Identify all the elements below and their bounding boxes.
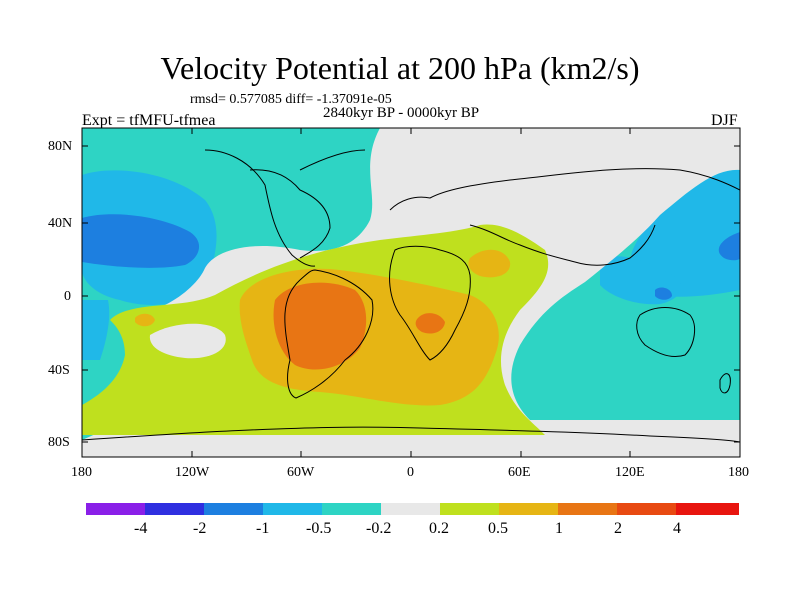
colorbar-swatch-2	[145, 503, 204, 515]
colorbar-swatch-6	[381, 503, 440, 515]
period-label: 2840kyr BP - 0000kyr BP	[323, 105, 480, 121]
field-neg-core-maritime	[655, 287, 672, 300]
lat-label-equator: 0	[64, 289, 71, 304]
colorbar-label: 0.5	[488, 520, 508, 537]
field-pos-high-america	[273, 282, 367, 370]
colorbar-swatch-11	[676, 503, 739, 515]
coast-africa	[389, 245, 471, 361]
field-neg-core-west	[718, 232, 740, 261]
colorbar-swatch-5	[322, 503, 381, 515]
coast-greenland-south	[299, 149, 366, 171]
colorbar-label: -0.5	[306, 520, 332, 537]
coast-south-america	[284, 269, 374, 399]
season-label: DJF	[711, 112, 738, 129]
colorbar-label: -1	[256, 520, 270, 537]
colorbar-label: -0.2	[366, 520, 392, 537]
colorbar-swatch-3	[204, 503, 263, 515]
field-neg-core-east	[82, 214, 200, 268]
field-pos-high-africa	[415, 313, 445, 334]
field-near-zero-hole	[149, 323, 226, 359]
colorbar-label: 2	[614, 520, 622, 537]
lon-label-180e: 180	[728, 465, 749, 480]
coastlines	[82, 149, 740, 443]
lat-label-80s: 80S	[48, 435, 70, 450]
lon-label-180w: 180	[71, 465, 92, 480]
colorbar-swatch-4	[263, 503, 322, 515]
experiment-label: Expt = tfMFU-tfmea	[82, 112, 216, 129]
colorbar	[86, 503, 739, 515]
colorbar-label: 4	[673, 520, 681, 537]
colorbar-swatch-8	[499, 503, 558, 515]
velocity-potential-field	[82, 128, 740, 457]
field-pos-mid-arabia	[468, 249, 511, 278]
field-pos-mid-pacific	[135, 313, 155, 327]
colorbar-label: -4	[134, 520, 148, 537]
lat-label-40s: 40S	[48, 363, 70, 378]
lat-label-40n: 40N	[48, 216, 73, 231]
field-neg-pacific-south	[82, 300, 110, 360]
lon-label-120e: 120E	[615, 465, 645, 480]
chart-title: Velocity Potential at 200 hPa (km2/s)	[160, 50, 640, 86]
colorbar-swatch-7	[440, 503, 499, 515]
field-neg-pacific-west	[629, 169, 740, 297]
coast-north-america-east	[249, 169, 331, 259]
colorbar-swatch-10	[617, 503, 676, 515]
lon-label-60e: 60E	[508, 465, 531, 480]
coast-australia	[636, 307, 696, 358]
coast-new-zealand	[719, 373, 731, 394]
lon-label-60w: 60W	[287, 465, 315, 480]
map-ticks	[82, 128, 740, 457]
colorbar-swatch-1	[86, 503, 145, 515]
coast-eurasia-north	[389, 168, 740, 211]
stats-line: rmsd= 0.577085 diff= -1.37091e-05	[190, 92, 392, 107]
colorbar-swatch-9	[558, 503, 617, 515]
coast-north-america-west	[204, 149, 316, 267]
colorbar-label: 0.2	[429, 520, 449, 537]
lon-label-0: 0	[407, 465, 414, 480]
coast-asia-south	[469, 224, 656, 266]
lat-label-80n: 80N	[48, 139, 73, 154]
coast-antarctica	[82, 426, 740, 443]
colorbar-label: 1	[555, 520, 563, 537]
colorbar-label: -2	[193, 520, 207, 537]
lon-label-120w: 120W	[175, 465, 210, 480]
